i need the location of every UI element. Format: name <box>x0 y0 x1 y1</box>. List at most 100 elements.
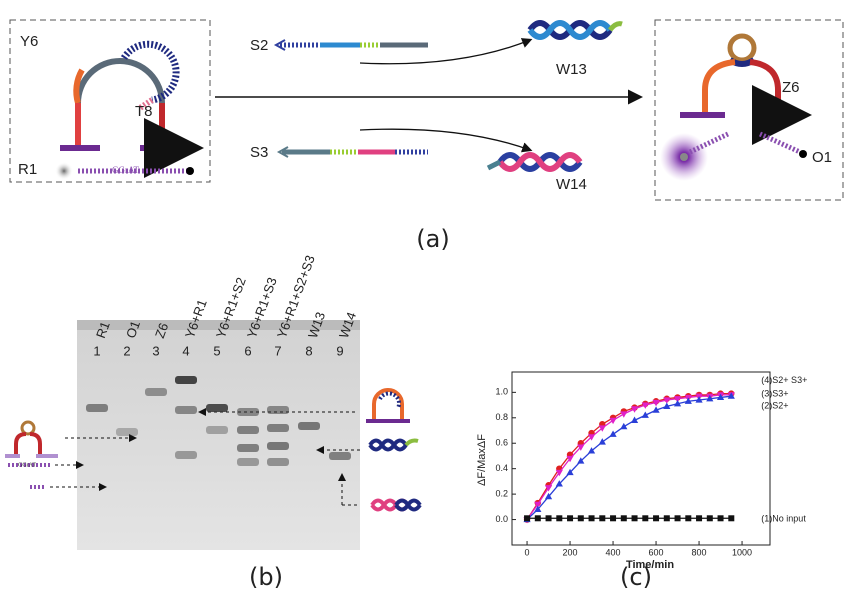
band <box>145 388 167 396</box>
series-line <box>526 395 732 521</box>
marker <box>696 515 703 522</box>
gel <box>77 320 360 550</box>
marker <box>663 402 671 409</box>
marker <box>609 430 617 437</box>
label: W14 <box>556 176 587 193</box>
marker <box>555 480 563 487</box>
label: S2 <box>250 37 268 54</box>
lane-number: 8 <box>305 343 312 358</box>
band <box>329 452 351 460</box>
marker <box>728 515 735 522</box>
plot-frame <box>511 371 771 546</box>
label: S3 <box>250 144 268 161</box>
x-tick-label: 1000 <box>732 547 752 557</box>
marker <box>706 515 713 522</box>
series-label: (4)S2+ S3+ <box>761 375 807 385</box>
label: Z6 <box>782 79 800 96</box>
label: O1 <box>812 149 832 166</box>
curve-arrow <box>359 38 533 65</box>
y6-segment <box>73 68 85 104</box>
marker <box>534 515 541 522</box>
box-right <box>654 19 844 201</box>
band <box>175 451 197 459</box>
marker <box>685 515 692 522</box>
lane-number: 9 <box>336 343 343 358</box>
series-label: (3)S3+ <box>761 388 788 398</box>
marker <box>566 468 574 476</box>
lane-number: 7 <box>274 343 281 358</box>
marker <box>631 515 638 522</box>
series-label: (2)S2+ <box>761 401 788 411</box>
marker <box>642 515 649 522</box>
t8-end <box>138 97 154 111</box>
quencher <box>186 167 194 175</box>
marker <box>630 416 639 423</box>
icon-w13 <box>368 438 408 452</box>
marker <box>652 406 660 413</box>
sequence: GGrAT <box>18 462 36 468</box>
band <box>86 404 108 412</box>
marker <box>652 399 660 407</box>
o1-strand <box>758 131 802 155</box>
marker <box>620 422 628 430</box>
marker <box>545 515 552 522</box>
y-tick-label: 0.8 <box>495 412 508 422</box>
marker <box>630 406 639 413</box>
y-tick-label: 0.2 <box>495 488 508 498</box>
marker <box>577 457 585 464</box>
band <box>237 426 259 434</box>
box-left <box>9 19 211 183</box>
label: T8 <box>135 103 153 120</box>
fluorophore <box>55 162 73 180</box>
marker <box>544 485 553 492</box>
w13-tail <box>608 21 623 32</box>
marker <box>524 515 531 522</box>
marker <box>598 438 606 445</box>
marker <box>599 515 606 522</box>
marker <box>717 515 724 522</box>
marker <box>588 515 595 522</box>
x-tick-label: 400 <box>606 547 621 557</box>
sequence: GGrAT <box>112 165 139 175</box>
marker <box>684 397 692 404</box>
y-tick-label: 0.0 <box>495 514 508 524</box>
arrow-head <box>273 39 286 51</box>
marker <box>556 515 563 522</box>
caption: (a) <box>416 225 449 253</box>
icon-w13 <box>404 438 419 447</box>
o1-strand <box>688 131 730 155</box>
x-tick-label: 800 <box>692 547 707 557</box>
z6-arm <box>749 59 781 115</box>
series-line <box>526 394 732 520</box>
fluorophore <box>680 153 688 161</box>
band <box>206 404 228 412</box>
marker <box>609 417 617 425</box>
band <box>298 422 320 430</box>
band <box>175 376 197 384</box>
lane-label: Z6 <box>152 321 171 340</box>
lane-number: 3 <box>152 343 159 358</box>
band <box>267 406 289 414</box>
y-tick-label: 0.4 <box>495 463 508 473</box>
band <box>175 406 197 414</box>
curve-arrow <box>359 128 533 153</box>
marker <box>706 394 714 402</box>
panel-b: (b) GGrAT R11O12Z63Y6+R14Y6+R1+S25Y6+R1+… <box>5 253 422 591</box>
band <box>237 408 259 416</box>
marker <box>567 515 574 522</box>
marker <box>673 396 682 403</box>
marker <box>598 425 606 432</box>
x-tick-label: 600 <box>649 547 664 557</box>
marker <box>577 515 584 522</box>
icon-w14 <box>394 498 422 512</box>
lane-label: O1 <box>123 319 143 340</box>
band <box>206 426 228 434</box>
y-tick-label: 0.6 <box>495 438 508 448</box>
lane-number: 1 <box>93 343 100 358</box>
label: R1 <box>18 161 37 178</box>
caption: (b) <box>249 563 283 591</box>
marker <box>663 515 670 522</box>
z6-loop <box>727 33 757 63</box>
marker <box>577 444 585 451</box>
